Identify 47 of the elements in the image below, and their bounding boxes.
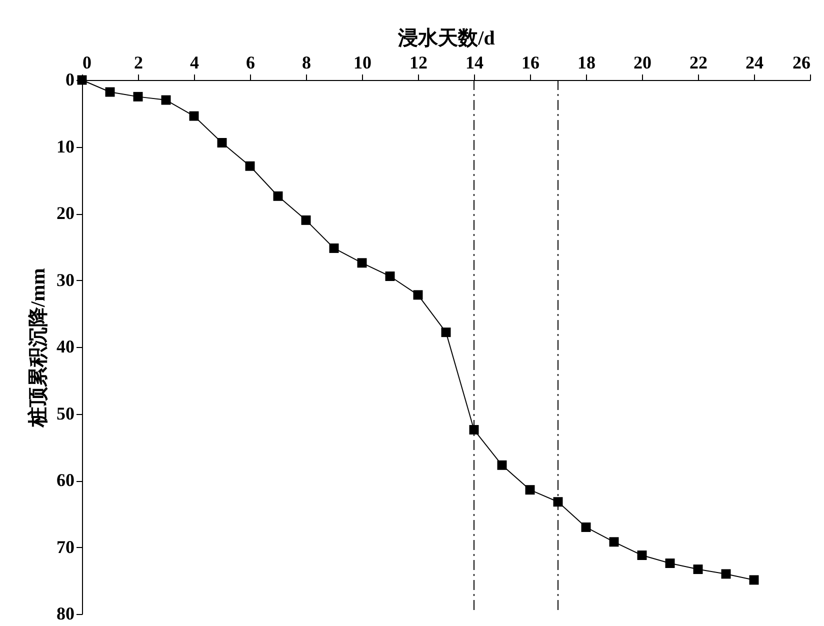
y-tick-label: 0 bbox=[66, 70, 74, 90]
y-tick-label: 30 bbox=[56, 270, 74, 290]
point bbox=[385, 272, 395, 281]
point bbox=[217, 138, 227, 148]
y-tick-label: 20 bbox=[56, 203, 74, 223]
x-tick-label: 18 bbox=[578, 52, 596, 72]
point bbox=[413, 290, 423, 300]
point bbox=[721, 569, 731, 579]
point bbox=[637, 550, 647, 560]
x-tick-label: 26 bbox=[792, 52, 810, 72]
x-tick-label: 14 bbox=[466, 52, 484, 72]
y-tick-label: 50 bbox=[56, 403, 74, 424]
x-tick-label: 24 bbox=[746, 52, 764, 72]
point bbox=[581, 522, 591, 532]
point bbox=[105, 87, 115, 97]
x-tick-label: 6 bbox=[246, 52, 255, 72]
y-tick-label: 40 bbox=[56, 336, 74, 356]
point bbox=[441, 328, 451, 338]
y-tick-label: 80 bbox=[56, 604, 74, 624]
point bbox=[245, 161, 255, 171]
y-tick-label: 10 bbox=[56, 136, 74, 156]
point bbox=[693, 564, 703, 574]
point bbox=[273, 191, 283, 201]
x-axis-title: 浸水天数/d bbox=[397, 28, 495, 50]
point bbox=[665, 558, 675, 568]
x-tick-label: 0 bbox=[82, 52, 92, 72]
point bbox=[609, 537, 619, 547]
x-tick-label: 2 bbox=[134, 52, 143, 72]
point bbox=[301, 215, 311, 225]
x-tick-label: 4 bbox=[190, 52, 199, 72]
x-tick-label: 16 bbox=[522, 52, 540, 72]
point bbox=[329, 243, 339, 253]
y-axis-title: 桩顶累积沉降/mm bbox=[26, 268, 50, 428]
point bbox=[497, 460, 507, 470]
point bbox=[357, 258, 367, 268]
point bbox=[749, 575, 759, 585]
y-tick-label: 70 bbox=[56, 536, 74, 557]
point bbox=[133, 92, 143, 102]
x-tick-label: 10 bbox=[354, 52, 372, 72]
x-tick-label: 8 bbox=[302, 52, 311, 72]
point bbox=[525, 485, 535, 495]
y-tick-label: 60 bbox=[56, 470, 74, 490]
point bbox=[189, 111, 199, 121]
x-tick-label: 12 bbox=[410, 52, 428, 72]
x-tick-label: 20 bbox=[634, 52, 652, 72]
point bbox=[161, 95, 171, 105]
x-tick-label: 22 bbox=[690, 52, 708, 72]
